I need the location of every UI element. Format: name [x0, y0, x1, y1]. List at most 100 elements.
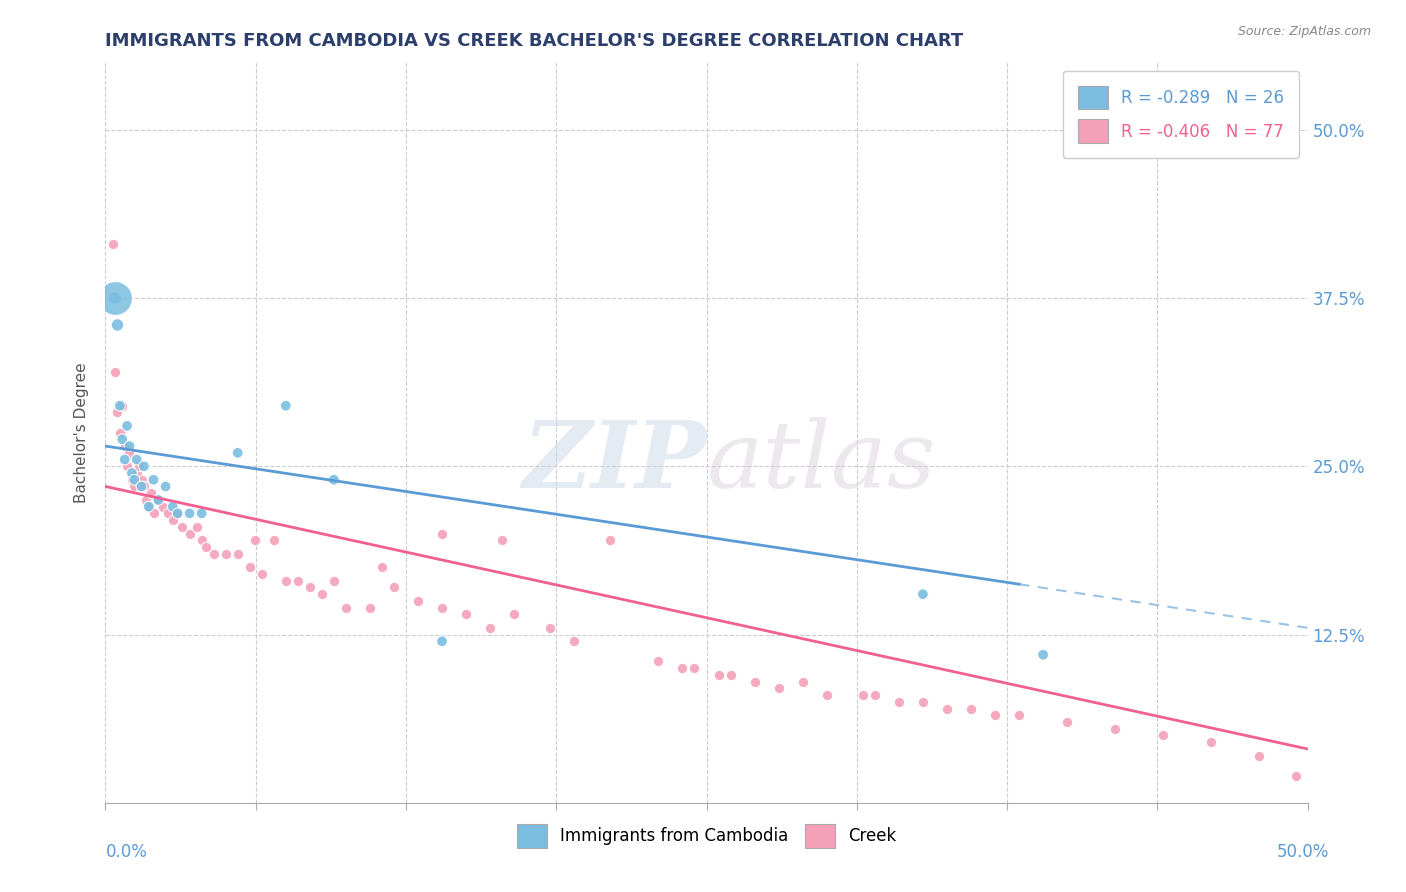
- Point: [148, 492, 170, 507]
- Point: [115, 418, 138, 433]
- Point: [274, 574, 297, 588]
- Point: [139, 486, 162, 500]
- Point: [128, 459, 150, 474]
- Point: [107, 405, 129, 419]
- Text: Source: ZipAtlas.com: Source: ZipAtlas.com: [1237, 25, 1371, 38]
- Point: [406, 594, 429, 608]
- Point: [115, 459, 138, 474]
- Point: [936, 701, 959, 715]
- Point: [107, 318, 129, 332]
- Point: [239, 560, 262, 574]
- Point: [142, 473, 165, 487]
- Text: atlas: atlas: [707, 417, 936, 508]
- Text: IMMIGRANTS FROM CAMBODIA VS CREEK BACHELOR'S DEGREE CORRELATION CHART: IMMIGRANTS FROM CAMBODIA VS CREEK BACHEL…: [105, 32, 963, 50]
- Point: [1032, 648, 1054, 662]
- Text: 50.0%: 50.0%: [1277, 843, 1329, 861]
- Point: [104, 365, 127, 379]
- Point: [430, 600, 453, 615]
- Point: [186, 520, 208, 534]
- Point: [131, 479, 153, 493]
- Point: [647, 655, 669, 669]
- Point: [135, 492, 157, 507]
- Point: [104, 291, 127, 305]
- Point: [132, 479, 155, 493]
- Point: [1284, 769, 1306, 783]
- Point: [371, 560, 394, 574]
- Text: 0.0%: 0.0%: [105, 843, 148, 861]
- Point: [226, 446, 249, 460]
- Point: [111, 433, 134, 447]
- Point: [121, 466, 143, 480]
- Point: [190, 533, 212, 548]
- Point: [720, 668, 742, 682]
- Point: [887, 695, 910, 709]
- Point: [538, 621, 561, 635]
- Point: [503, 607, 526, 622]
- Point: [1104, 722, 1126, 736]
- Point: [108, 425, 131, 440]
- Point: [118, 439, 141, 453]
- Point: [382, 581, 405, 595]
- Point: [430, 634, 453, 648]
- Point: [108, 399, 131, 413]
- Point: [132, 459, 155, 474]
- Point: [138, 500, 160, 514]
- Point: [155, 479, 177, 493]
- Point: [298, 581, 321, 595]
- Point: [124, 473, 146, 487]
- Point: [322, 473, 344, 487]
- Point: [792, 674, 814, 689]
- Point: [911, 695, 934, 709]
- Point: [1008, 708, 1031, 723]
- Point: [243, 533, 266, 548]
- Point: [104, 291, 127, 305]
- Point: [491, 533, 513, 548]
- Point: [162, 500, 184, 514]
- Point: [179, 526, 201, 541]
- Point: [852, 688, 875, 702]
- Point: [101, 237, 124, 252]
- Point: [138, 500, 160, 514]
- Point: [114, 452, 136, 467]
- Point: [984, 708, 1007, 723]
- Point: [960, 701, 983, 715]
- Point: [599, 533, 621, 548]
- Point: [121, 473, 143, 487]
- Point: [479, 621, 502, 635]
- Point: [152, 500, 174, 514]
- Point: [671, 661, 693, 675]
- Point: [142, 507, 165, 521]
- Point: [263, 533, 285, 548]
- Point: [430, 526, 453, 541]
- Text: ZIP: ZIP: [522, 417, 707, 508]
- Point: [1152, 729, 1174, 743]
- Point: [114, 439, 136, 453]
- Point: [359, 600, 381, 615]
- Point: [190, 507, 212, 521]
- Point: [179, 507, 201, 521]
- Point: [162, 513, 184, 527]
- Point: [124, 479, 146, 493]
- Point: [172, 520, 194, 534]
- Point: [768, 681, 790, 696]
- Point: [195, 540, 218, 554]
- Point: [683, 661, 706, 675]
- Point: [202, 547, 225, 561]
- Point: [274, 399, 297, 413]
- Point: [311, 587, 333, 601]
- Point: [744, 674, 766, 689]
- Point: [335, 600, 357, 615]
- Point: [322, 574, 344, 588]
- Point: [707, 668, 730, 682]
- Point: [456, 607, 478, 622]
- Point: [562, 634, 585, 648]
- Point: [214, 547, 236, 561]
- Point: [250, 566, 273, 581]
- Point: [111, 399, 134, 413]
- Point: [1249, 748, 1271, 763]
- Point: [125, 452, 148, 467]
- Point: [1056, 714, 1078, 729]
- Point: [815, 688, 838, 702]
- Point: [131, 473, 153, 487]
- Point: [125, 466, 148, 480]
